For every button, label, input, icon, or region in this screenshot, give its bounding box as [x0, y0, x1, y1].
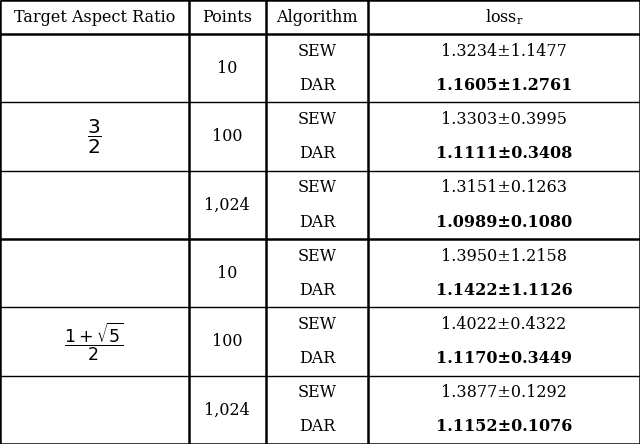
Text: 1.3950±1.2158: 1.3950±1.2158	[441, 248, 567, 265]
Text: 1.1605±1.2761: 1.1605±1.2761	[436, 77, 572, 94]
Text: 1.1152±0.1076: 1.1152±0.1076	[436, 418, 572, 436]
Text: 1.0989±0.1080: 1.0989±0.1080	[436, 214, 572, 230]
Text: 1.1170±0.3449: 1.1170±0.3449	[436, 350, 572, 367]
Text: 10: 10	[217, 265, 237, 282]
Text: Algorithm: Algorithm	[276, 8, 358, 26]
Text: SEW: SEW	[297, 316, 337, 333]
Text: SEW: SEW	[297, 111, 337, 128]
Text: SEW: SEW	[297, 384, 337, 401]
Text: SEW: SEW	[297, 248, 337, 265]
Text: 1.4022±0.4322: 1.4022±0.4322	[442, 316, 566, 333]
Text: DAR: DAR	[299, 418, 335, 436]
Text: 10: 10	[217, 60, 237, 77]
Text: SEW: SEW	[297, 43, 337, 60]
Text: 1,024: 1,024	[204, 196, 250, 214]
Text: Points: Points	[202, 8, 252, 26]
Text: SEW: SEW	[297, 179, 337, 196]
Text: 1.3877±0.1292: 1.3877±0.1292	[441, 384, 567, 401]
Text: $\dfrac{3}{2}$: $\dfrac{3}{2}$	[87, 118, 102, 156]
Text: 1.3303±0.3995: 1.3303±0.3995	[441, 111, 567, 128]
Text: 1.1422±1.1126: 1.1422±1.1126	[436, 282, 572, 299]
Text: 100: 100	[212, 333, 243, 350]
Text: DAR: DAR	[299, 145, 335, 162]
Text: DAR: DAR	[299, 282, 335, 299]
Text: $\dfrac{1+\sqrt{5}}{2}$: $\dfrac{1+\sqrt{5}}{2}$	[65, 320, 124, 363]
Text: 100: 100	[212, 128, 243, 145]
Text: 1,024: 1,024	[204, 401, 250, 418]
Text: 1.3151±0.1263: 1.3151±0.1263	[441, 179, 567, 196]
Text: loss$_\mathregular{r}$: loss$_\mathregular{r}$	[484, 7, 524, 27]
Text: 1.3234±1.1477: 1.3234±1.1477	[441, 43, 567, 60]
Text: Target Aspect Ratio: Target Aspect Ratio	[13, 8, 175, 26]
Text: DAR: DAR	[299, 77, 335, 94]
Text: DAR: DAR	[299, 214, 335, 230]
Text: 1.1111±0.3408: 1.1111±0.3408	[436, 145, 572, 162]
Text: DAR: DAR	[299, 350, 335, 367]
